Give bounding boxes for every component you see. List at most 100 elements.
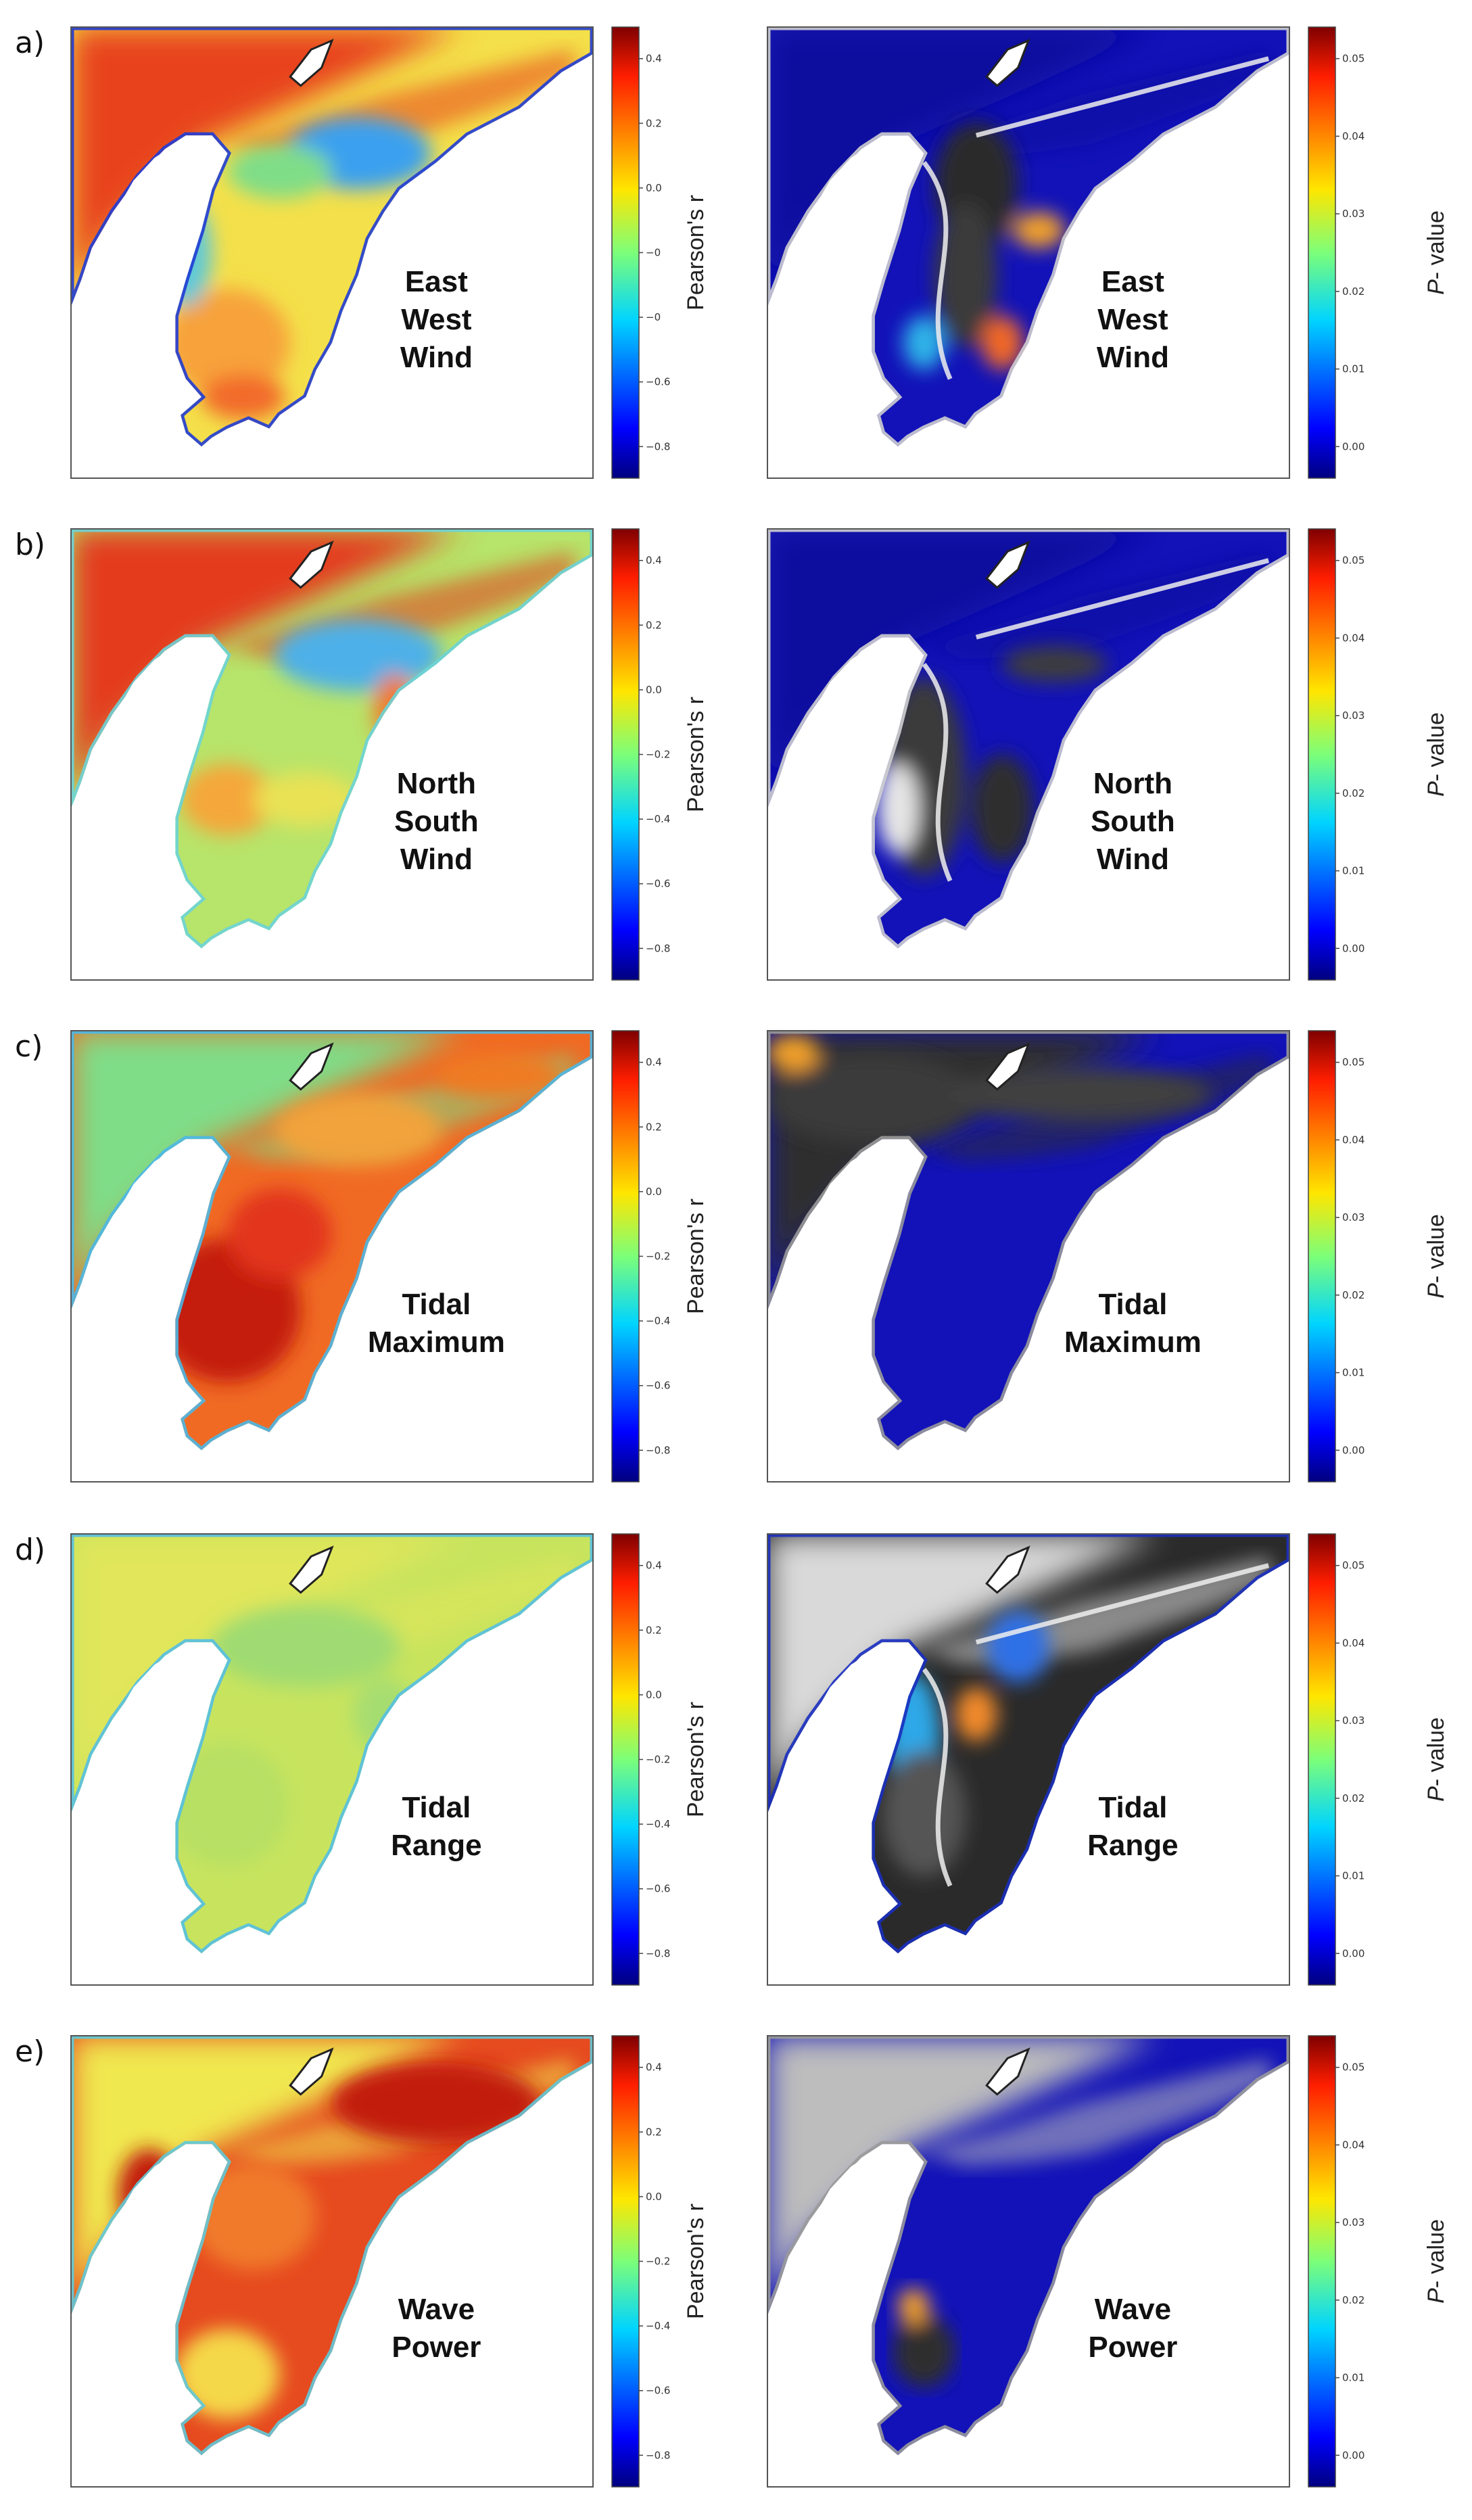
colorbar-tick-label: 0.04 — [1342, 130, 1364, 142]
value-blob — [212, 1606, 400, 1687]
colorbar-tick-label: 0.2 — [646, 619, 662, 631]
value-blob — [971, 754, 1034, 863]
colorbar-tick-label: 0.4 — [646, 1560, 662, 1572]
colorbar-right: 0.05 0.04 0.03 0.02 0.01 0.00 P- value — [1308, 1533, 1449, 1986]
variable-label: Maximum — [1064, 1326, 1202, 1359]
value-blob — [981, 315, 1024, 370]
colorbar-tick-label: 0.01 — [1342, 865, 1364, 877]
colorbar-title: P- value — [1423, 1717, 1449, 1802]
peninsula-land — [772, 1646, 898, 1981]
colorbar-tick-label: 0.2 — [646, 117, 662, 129]
peninsula-land — [76, 139, 201, 474]
map-panel-left: Wave Power — [70, 2035, 594, 2488]
colorbar-tick-label: −0.4 — [646, 813, 670, 825]
outer-ocean-region — [71, 1534, 462, 1805]
colorbar-tick-label: 0.0 — [646, 2191, 662, 2203]
colorbar-gradient — [1308, 2035, 1336, 2488]
variable-label: Wind — [400, 843, 473, 876]
colorbar-tick-label: 0.2 — [646, 1121, 662, 1133]
coastline — [767, 2036, 1289, 2456]
colorbar-tick-label: −0 — [646, 311, 661, 323]
colorbar-gradient — [611, 528, 640, 981]
panel-label: d) — [15, 1533, 45, 1567]
colorbar-gradient — [1308, 528, 1336, 981]
outer-ocean-region — [767, 27, 1159, 298]
peninsula-land — [76, 1646, 201, 1981]
variable-label: East — [405, 265, 468, 298]
variable-label: Range — [1087, 1829, 1178, 1862]
map-frame — [70, 528, 594, 981]
colorbar-tick-label: 0.02 — [1342, 2294, 1364, 2306]
row-4: d) Tidal Range 0.4 0.2 0.0 −0.2 −0.4 −0.6 −0.8 Pea… — [15, 1533, 1449, 1986]
peninsula-land — [76, 2148, 201, 2483]
colorbar-tick-label: 0.05 — [1342, 1560, 1364, 1572]
value-blob — [898, 2288, 930, 2325]
island — [289, 1545, 334, 1594]
variable-label: North — [1093, 767, 1172, 800]
value-blob — [1012, 212, 1066, 248]
map-frame — [767, 1030, 1290, 1483]
variable-label: Tidal — [402, 1791, 471, 1824]
colorbar-tick-label: 0.4 — [646, 1056, 662, 1069]
coastline — [767, 1031, 1289, 1451]
colorbar-tick-label: −0.4 — [646, 1315, 670, 1327]
value-blob — [191, 2162, 316, 2270]
colorbar-tick-label: 0.03 — [1342, 1714, 1364, 1727]
variable-label: West — [401, 303, 472, 336]
island — [985, 2047, 1030, 2096]
value-blob — [893, 2315, 955, 2388]
value-blob — [934, 203, 997, 348]
colorbar-tick-label: 0.05 — [1342, 2061, 1364, 2074]
colorbar-tick-label: −0.4 — [646, 1818, 670, 1830]
colorbar-tick-label: −0.6 — [646, 376, 670, 388]
variable-label: Wind — [1097, 341, 1169, 374]
colorbar-tick-label: 0.0 — [646, 684, 662, 696]
island — [985, 1545, 1030, 1594]
value-blob — [164, 1741, 291, 1868]
value-blobs — [893, 2288, 955, 2388]
colorbar-title-rest: - value — [1423, 712, 1449, 781]
island — [985, 39, 1030, 87]
peninsula-land — [772, 2148, 898, 2483]
map-panel-right: Tidal Range — [767, 1533, 1290, 1986]
colorbar-tick-label: 0.4 — [646, 53, 662, 65]
colorbar-title: Pearson's r — [683, 697, 709, 812]
map-panel-right: Wave Power — [767, 2035, 1290, 2488]
colorbar-title: P- value — [1423, 1214, 1449, 1299]
colorbar-tick-label: 0.05 — [1342, 555, 1364, 567]
coastline — [71, 2036, 593, 2456]
colorbar-tick-label: −0.8 — [646, 1947, 670, 1959]
island — [289, 540, 334, 589]
colorbar-gradient — [611, 26, 640, 479]
value-blob — [882, 1750, 966, 1877]
outer-ocean-region — [767, 1534, 1159, 1805]
row-5: e) Wave Power 0.4 0.2 0.0 −0.2 −0.4 −0.6 −0.8 Pear… — [15, 2034, 1449, 2488]
colorbar-gradient — [1308, 1030, 1336, 1483]
coastline — [767, 27, 1289, 447]
variable-label: Power — [391, 2331, 481, 2364]
map-panel-right: Tidal Maximum — [767, 1030, 1290, 1483]
value-blob — [201, 374, 285, 420]
peninsula-land — [76, 641, 201, 976]
peninsula-land — [772, 139, 898, 474]
value-blobs — [767, 1035, 1212, 1144]
colorbar-title-italic: P — [1423, 781, 1449, 797]
peninsula-land — [76, 1143, 201, 1478]
colorbar-tick-label: −0.4 — [646, 2320, 670, 2332]
panel-label: a) — [15, 26, 45, 60]
colorbar-title-rest: - value — [1423, 210, 1449, 279]
colorbar-tick-label: 0.02 — [1342, 787, 1364, 799]
colorbar-title-rest: - value — [1423, 1214, 1449, 1283]
value-blobs — [903, 122, 1066, 370]
colorbar-title: P- value — [1423, 2219, 1449, 2304]
coastline — [767, 1534, 1289, 1954]
colorbar-tick-label: −0.8 — [646, 942, 670, 954]
value-blob — [181, 763, 275, 836]
value-blob — [950, 1067, 1212, 1121]
map-panel-right: North South Wind — [767, 528, 1290, 981]
colorbar-tick-label: 0.01 — [1342, 2372, 1364, 2384]
colorbar-tick-label: 0.2 — [646, 2126, 662, 2138]
colorbar-right: 0.05 0.04 0.03 0.02 0.01 0.00 P- value — [1308, 528, 1449, 981]
colorbar-title-italic: P — [1423, 2288, 1449, 2304]
colorbar-tick-label: 0.4 — [646, 2061, 662, 2074]
